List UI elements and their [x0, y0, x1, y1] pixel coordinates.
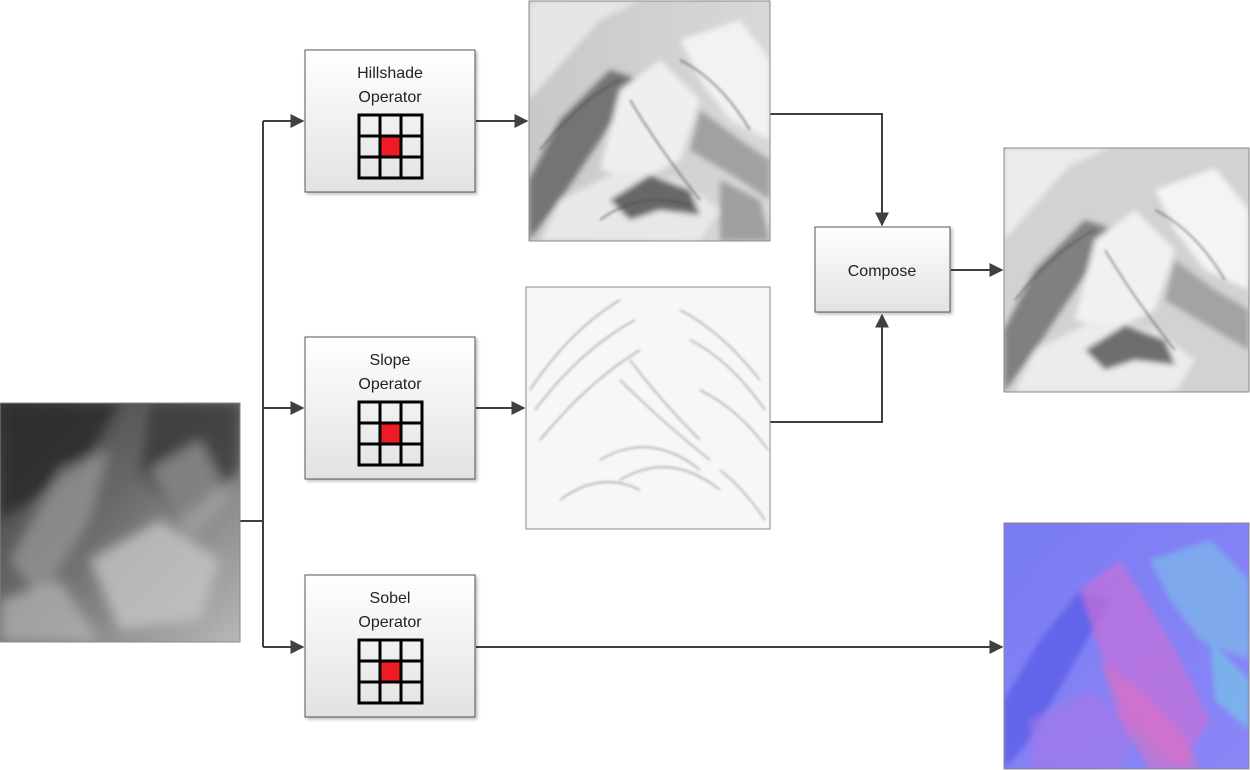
slope-operator-subtitle: Operator [358, 376, 422, 393]
slope-operator-title: Slope [370, 352, 411, 369]
sobel-operator-title: Sobel [370, 590, 411, 607]
hillshade-operator-box: Hillshade Operator [304, 49, 476, 193]
compose-box: Compose [814, 226, 951, 313]
input-heightmap-image [0, 402, 241, 643]
slope-output-image [525, 286, 771, 530]
connectors [240, 113, 1004, 654]
arrow-slope-to-compose [770, 313, 889, 423]
hillshade-output-image [528, 0, 771, 242]
sobel-operator-subtitle: Operator [358, 614, 422, 631]
sobel-operator-box: Sobel Operator [304, 574, 476, 718]
sobel-kernel-grid-icon [357, 638, 424, 705]
sobel-normal-map-image [1003, 522, 1250, 770]
slope-kernel-grid-icon [357, 400, 424, 467]
slope-operator-box: Slope Operator [304, 336, 476, 480]
composed-output-image [1003, 147, 1250, 393]
compose-label: Compose [848, 263, 917, 280]
arrow-hillshade-to-compose [770, 113, 889, 227]
hillshade-operator-subtitle: Operator [358, 89, 422, 106]
hillshade-operator-title: Hillshade [357, 65, 423, 82]
hillshade-kernel-grid-icon [357, 113, 424, 180]
